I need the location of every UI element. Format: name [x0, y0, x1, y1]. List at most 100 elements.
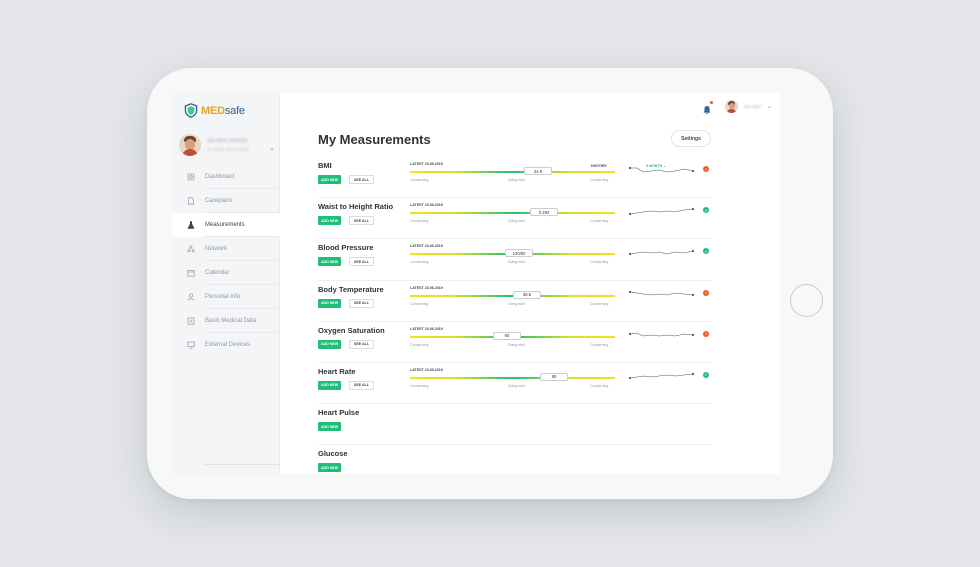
see-all-button[interactable]: SEE ALL: [349, 380, 375, 390]
see-all-button[interactable]: SEE ALL: [349, 339, 375, 349]
doing-well-label: Doing well: [508, 178, 525, 182]
doing-well-label: Doing well: [508, 219, 525, 224]
measurement-name: Oxygen Saturation: [318, 325, 385, 335]
notification-dot: [710, 100, 714, 104]
range-bar: [410, 294, 615, 297]
add-new-button[interactable]: ADD NEW: [318, 216, 342, 226]
concerning-label: Concerning: [410, 260, 429, 265]
sidebar-item-label: Personal Info: [205, 294, 241, 300]
see-all-button[interactable]: SEE ALL: [349, 175, 375, 184]
status-ok-icon: ✓: [703, 207, 709, 214]
sidebar-item-measurements[interactable]: Measurements: [172, 213, 280, 237]
user-profile[interactable]: Jan-Marc Verhulst ID: 3042, 00:00 PMD ⌄: [179, 134, 275, 156]
topbar: Jan-Marc ⌄: [702, 100, 772, 114]
measurements-list: BMI ADD NEW SEE ALL LATEST 23.06.2019 24…: [318, 157, 712, 474]
logo-text-safe: safe: [224, 104, 245, 117]
logo-text-med: MED: [201, 104, 225, 117]
history-range-label: 3 MONTH: [646, 164, 663, 168]
concerning-label: Concerning: [590, 301, 609, 306]
history-sparkline[interactable]: [629, 370, 695, 382]
main-content: Jan-Marc ⌄ My Measurements Settings HIST…: [280, 93, 780, 474]
doing-well-label: Doing well: [508, 301, 525, 306]
concerning-label: Concerning: [590, 260, 609, 265]
history-label: HISTORY: [591, 164, 607, 168]
sidebar-item-network[interactable]: Network: [172, 237, 280, 261]
value-marker: 90: [540, 372, 568, 381]
concerning-label: Concerning: [410, 219, 429, 224]
status-warning-icon: !: [703, 289, 709, 296]
user-name: Jan-Marc Verhulst: [207, 138, 248, 144]
concerning-label: Concerning: [590, 383, 609, 388]
add-new-button[interactable]: ADD NEW: [318, 339, 342, 349]
see-all-button[interactable]: SEE ALL: [349, 257, 375, 267]
range-bar: [410, 376, 615, 379]
see-all-button[interactable]: SEE ALL: [349, 216, 375, 226]
sidebar-item-personal-info[interactable]: Personal Info: [172, 285, 280, 309]
status-ok-icon: ✓: [703, 371, 709, 378]
history-sparkline[interactable]: [629, 246, 695, 258]
history-sparkline[interactable]: [629, 205, 695, 217]
value-marker: 0.294: [530, 208, 558, 217]
dashboard-icon: [187, 173, 195, 181]
range-bar: [410, 212, 615, 215]
sidebar-item-calendar[interactable]: Calendar: [172, 261, 280, 285]
sidebar-item-external-devices[interactable]: External Devices: [172, 333, 280, 357]
history-range-dropdown[interactable]: 3 MONTH ⌄: [646, 164, 667, 168]
measurement-row-blood-pressure: Blood Pressure ADD NEW SEE ALL LATEST 23…: [318, 239, 712, 281]
settings-button[interactable]: Settings: [671, 130, 711, 147]
add-new-button[interactable]: ADD NEW: [318, 380, 342, 390]
logo-text: MEDsafe: [201, 105, 245, 117]
measurement-row-heart-rate: Heart Rate ADD NEW SEE ALL LATEST 23.06.…: [318, 363, 712, 405]
flask-icon: [187, 221, 195, 229]
latest-date: LATEST 23.06.2019: [410, 162, 443, 166]
history-sparkline[interactable]: [629, 329, 695, 341]
measurement-row-glucose: Glucose ADD NEW: [318, 445, 712, 474]
sidebar-item-label: Careplans: [205, 198, 233, 204]
person-icon: [187, 293, 195, 301]
latest-date: LATEST 23.06.2019: [410, 285, 443, 290]
latest-date: LATEST 23.06.2019: [410, 367, 443, 372]
measurement-name: Heart Pulse: [318, 408, 360, 418]
sidebar: MEDsafe Jan-Marc Verhulst ID: 3042, 00:0…: [172, 93, 280, 474]
add-new-button[interactable]: ADD NEW: [318, 298, 342, 308]
measurement-row-heart-pulse: Heart Pulse ADD NEW: [318, 404, 712, 446]
history-sparkline[interactable]: [629, 288, 695, 300]
sidebar-item-dashboard[interactable]: Dashboard: [172, 165, 280, 189]
logo[interactable]: MEDsafe: [184, 103, 245, 118]
concerning-label: Concerning: [410, 342, 429, 347]
sidebar-item-careplans[interactable]: Careplans: [172, 189, 280, 213]
divider: [204, 464, 279, 465]
measurement-row-body-temperature: Body Temperature ADD NEW SEE ALL LATEST …: [318, 281, 712, 322]
value-marker: 120/80: [505, 249, 533, 258]
concerning-label: Concerning: [590, 342, 609, 347]
notification-bell-icon[interactable]: [702, 100, 714, 114]
history-sparkline[interactable]: [629, 164, 695, 176]
sidebar-item-basic-medical-data[interactable]: Basic Medical Data: [172, 309, 280, 333]
latest-date: LATEST 23.06.2019: [410, 326, 443, 331]
devices-icon: [187, 341, 195, 349]
sidebar-item-label: Dashboard: [205, 174, 235, 180]
concerning-label: Concerning: [590, 178, 609, 182]
sidebar-item-label: Measurements: [205, 222, 245, 228]
concerning-label: Concerning: [410, 301, 429, 306]
avatar[interactable]: [725, 100, 739, 113]
see-all-button[interactable]: SEE ALL: [349, 298, 375, 308]
status-warning-icon: !: [703, 166, 709, 172]
measurement-name: Waist to Height Ratio: [318, 202, 394, 212]
value-marker: 36.6: [513, 290, 541, 299]
measurement-row-oxygen-saturation: Oxygen Saturation ADD NEW SEE ALL LATEST…: [318, 322, 712, 363]
add-new-button[interactable]: ADD NEW: [318, 463, 342, 473]
chevron-down-icon[interactable]: ⌄: [766, 104, 772, 110]
add-new-button[interactable]: ADD NEW: [318, 175, 342, 184]
topbar-user-name[interactable]: Jan-Marc: [743, 104, 762, 109]
shield-logo-icon: [184, 103, 198, 118]
home-button[interactable]: [790, 284, 823, 317]
chevron-down-icon[interactable]: ⌄: [269, 145, 275, 152]
status-ok-icon: ✓: [703, 248, 709, 255]
measurement-row-waist-height: Waist to Height Ratio ADD NEW SEE ALL LA…: [318, 198, 712, 240]
latest-date: LATEST 23.06.2019: [410, 203, 443, 208]
sidebar-item-label: Network: [205, 246, 228, 252]
add-new-button[interactable]: ADD NEW: [318, 257, 342, 267]
app-screen: MEDsafe Jan-Marc Verhulst ID: 3042, 00:0…: [172, 93, 780, 474]
add-new-button[interactable]: ADD NEW: [318, 422, 342, 432]
